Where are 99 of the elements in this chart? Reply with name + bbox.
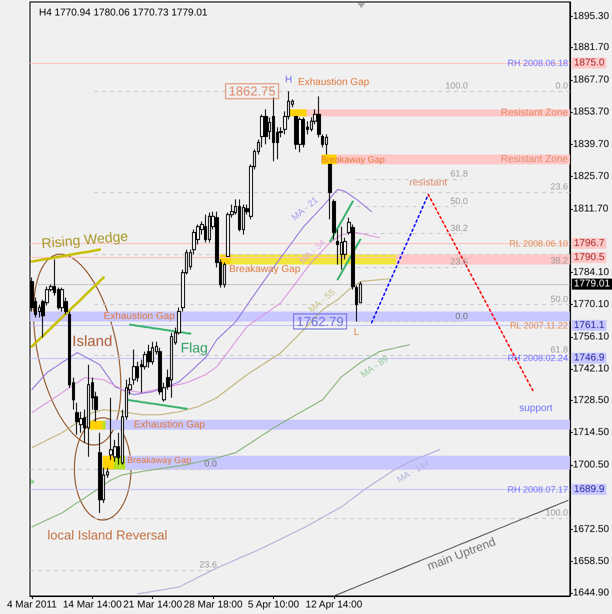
- annotation: 61.8: [550, 344, 568, 354]
- ref-line-label: 1689.9: [574, 484, 605, 495]
- line-series: [333, 500, 568, 596]
- ref-line-label: 1746.9: [574, 352, 605, 364]
- annotation: 0.0: [555, 80, 568, 91]
- text: MA - 144: [395, 458, 432, 484]
- band-label: Breakaway Gap: [127, 454, 192, 465]
- annotation: Rising Wedge: [40, 228, 129, 252]
- band-label: Exhaustion Gap: [134, 419, 206, 430]
- candlestick: [325, 134, 328, 155]
- annotation: support: [519, 403, 553, 414]
- y-tick-label: 1825.70: [572, 171, 610, 182]
- candlestick: [264, 108, 268, 145]
- y-tick-label: 1672.50: [572, 524, 610, 535]
- candlestick: [208, 212, 211, 243]
- y-tick-label: 1658.50: [572, 556, 610, 568]
- candlestick: [109, 397, 113, 460]
- band-label: Resistant Zone: [500, 107, 568, 118]
- candlestick: [272, 96, 275, 162]
- ref-line-label: 1796.7: [574, 238, 605, 249]
- annotation: local Island Reversal: [47, 527, 168, 542]
- candlestick: [151, 341, 154, 366]
- annotation: 50.0: [550, 294, 568, 304]
- x-tick-label: 21 Mar 14:00: [123, 600, 183, 610]
- y-tick-label: 1700.50: [572, 459, 610, 470]
- annotation: resistant: [409, 177, 448, 188]
- line-series: [31, 188, 372, 396]
- annotation: Flag: [180, 340, 208, 356]
- ref-line-label: 1875.0: [574, 58, 605, 69]
- y-tick-label: 1742.10: [572, 364, 610, 375]
- text: MA - 89: [358, 353, 390, 380]
- candlestick: [294, 116, 298, 150]
- line-series: [30, 248, 102, 263]
- annotation: RH 2008.02.24: [507, 353, 568, 364]
- annotation: H: [284, 74, 292, 86]
- annotation: 38.2: [550, 256, 568, 266]
- candlestick: [204, 214, 207, 243]
- annotation: Island: [72, 333, 112, 350]
- candlestick: [98, 432, 102, 514]
- annotation: 50.0: [450, 196, 468, 206]
- line-series: [129, 324, 192, 335]
- ref-line-label: 1790.5: [574, 252, 605, 264]
- annotation: 61.8: [450, 168, 468, 179]
- candlestick: [87, 364, 90, 458]
- text: MA - 21: [290, 194, 320, 222]
- line-series: [336, 238, 362, 281]
- y-tick-label: 1839.70: [572, 138, 610, 150]
- line-series: [329, 200, 354, 243]
- y-tick-label: 1881.70: [572, 42, 610, 54]
- candlestick: [298, 116, 302, 153]
- text: H4 1770.94 1780.06 1770.73 1779.01: [39, 8, 208, 18]
- text: MA - 55: [306, 286, 337, 314]
- x-tick-label: 14 Mar 14:00: [62, 600, 122, 610]
- annotation: RH 2008.07.17: [507, 484, 568, 494]
- candlestick: [75, 402, 79, 436]
- y-tick-label: 1895.30: [572, 10, 610, 22]
- line-series: [31, 278, 392, 448]
- ref-line-label: 1761.1: [574, 320, 605, 331]
- y-tick-label: 1784.10: [572, 266, 610, 278]
- text: MA - 34: [297, 237, 328, 266]
- candlestick: [242, 204, 245, 236]
- annotation: Exhaustion Gap: [298, 77, 370, 88]
- annotation: 38.2: [450, 222, 468, 233]
- annotation: L: [354, 326, 360, 338]
- candlestick: [238, 198, 241, 232]
- y-tick-label: 1853.70: [572, 106, 610, 118]
- band-label: Resistant Zone: [500, 154, 568, 165]
- annotation: RL 2007.11.22: [510, 320, 568, 330]
- candlestick: [328, 164, 332, 220]
- annotation: 23.6: [199, 559, 217, 570]
- line-series: [370, 194, 430, 324]
- candlestick: [147, 344, 151, 368]
- x-tick-label: 28 Mar 18:00: [184, 600, 243, 610]
- candlestick: [340, 226, 343, 270]
- x-tick-label: 5 Apr 10:00: [248, 600, 300, 610]
- annotation: 100.0: [445, 80, 468, 91]
- annotation: RL 2008.06.10: [509, 238, 568, 248]
- ref-line-label: 1779.01: [574, 278, 610, 290]
- y-tick-label: 1644.90: [572, 588, 610, 599]
- annotation: 1862.75: [228, 84, 276, 99]
- y-tick-label: 1728.50: [572, 394, 610, 406]
- x-tick-label: 12 Apr 14:00: [306, 600, 363, 610]
- line-series: [125, 398, 188, 410]
- annotation: 23.6: [450, 256, 468, 267]
- y-tick-label: 1714.50: [572, 427, 610, 438]
- line-series: [31, 232, 380, 414]
- annotation: 100.0: [545, 507, 568, 518]
- y-tick-label: 1811.70: [572, 203, 609, 214]
- y-tick-label: 1770.10: [572, 299, 610, 310]
- candlestick: [60, 287, 64, 312]
- x-tick-label: 4 Mar 2011: [6, 600, 58, 610]
- candlestick: [223, 262, 226, 288]
- band-label: Exhaustion Gap: [104, 311, 176, 322]
- annotation: RH 2008.06.18: [507, 58, 568, 68]
- annotation: 23.6: [550, 182, 568, 192]
- annotation: 0.0: [455, 310, 468, 321]
- annotation: 0.0: [204, 458, 217, 468]
- y-tick-label: 1756.10: [572, 331, 610, 342]
- y-tick-label: 1867.70: [572, 74, 610, 86]
